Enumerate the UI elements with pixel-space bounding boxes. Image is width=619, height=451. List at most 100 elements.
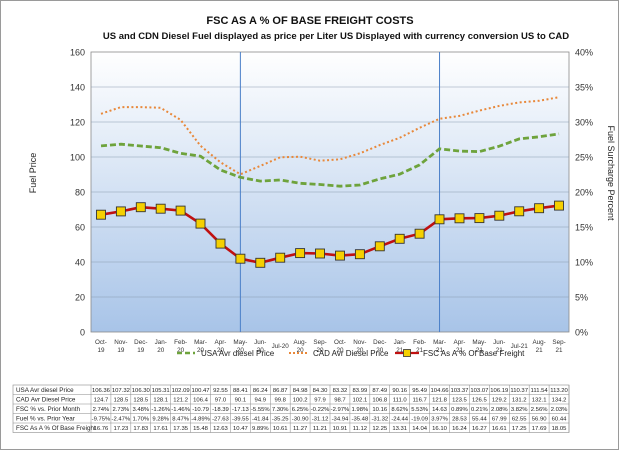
table-cell: -19.09 xyxy=(411,417,428,423)
table-cell: 17.25 xyxy=(512,426,527,432)
table-row-label: CAD Avr Diesel Price xyxy=(16,397,76,404)
table-cell: 83.32 xyxy=(333,388,348,394)
data-point xyxy=(235,253,246,264)
table-cell: 0.89% xyxy=(451,407,468,413)
data-point xyxy=(115,206,126,217)
y-axis-title: Fuel Price xyxy=(28,153,38,194)
x-tick-label: May- xyxy=(233,339,247,346)
y-tick-label: 0 xyxy=(80,328,85,338)
table-cell: -39.55 xyxy=(232,417,249,423)
x-tick-label: 21 xyxy=(396,347,404,354)
x-tick-label: Jul-20 xyxy=(272,343,290,350)
table-cell: 8.47% xyxy=(172,417,189,423)
table-cell: 124.7 xyxy=(94,398,109,404)
vertical-markers xyxy=(239,52,441,332)
table-cell: 97.0 xyxy=(215,398,227,404)
data-point xyxy=(155,203,166,214)
chart-subtitle: US and CDN Diesel Fuel displayed as pric… xyxy=(103,31,569,42)
table-row-label: Fuel % vs. Prior Year xyxy=(16,416,75,423)
data-table: USA Avr diesel Price 106.36 107.32 106.30 10… xyxy=(12,384,570,433)
table-cell: -30.90 xyxy=(292,417,309,423)
x-tick-label: Jan- xyxy=(155,339,167,346)
x-tick-label: 21 xyxy=(416,347,424,354)
data-point xyxy=(295,248,306,259)
table-cell: 14.63 xyxy=(432,407,447,413)
table-cell: 106.4 xyxy=(193,398,208,404)
x-tick-label: 20 xyxy=(297,347,305,354)
data-point xyxy=(534,203,545,214)
table-cell: -4.89% xyxy=(191,417,210,423)
table-cell: -2.97% xyxy=(331,407,350,413)
table-cell: 6.25% xyxy=(292,407,309,413)
table-cell: 18.05 xyxy=(552,426,567,432)
x-tick-label: Jun- xyxy=(254,339,266,346)
table-cell: 128.1 xyxy=(153,398,168,404)
table-cell: -1.46% xyxy=(171,407,190,413)
table-cell: 126.5 xyxy=(472,398,487,404)
table-cell: 107.32 xyxy=(112,388,130,394)
table-cell: 2.73% xyxy=(113,407,130,413)
table-cell: 2.74% xyxy=(93,407,110,413)
table-cell: 17.61 xyxy=(153,426,168,432)
table-cell: 10.16 xyxy=(372,407,387,413)
x-tick-label: Dec- xyxy=(373,339,386,346)
table-cell: 103.07 xyxy=(470,388,488,394)
y-tick-label: 20 xyxy=(75,293,85,303)
table-cell: 121.8 xyxy=(432,398,447,404)
table-cell: 128.5 xyxy=(133,398,148,404)
table-cell: 100.47 xyxy=(192,388,210,394)
table-row-label: FSC As A % Of Base Freight xyxy=(16,425,96,432)
table-cell: 3.97% xyxy=(431,417,448,423)
table-cell: 14.04 xyxy=(412,426,427,432)
x-tick-label: 19 xyxy=(117,347,125,354)
table-cell: -31.32 xyxy=(371,417,388,423)
table-cell: 121.2 xyxy=(173,398,188,404)
table-cell: 104.66 xyxy=(431,388,450,394)
table-cell: 123.5 xyxy=(452,398,467,404)
table-cell: -9.75% xyxy=(92,417,111,423)
data-point xyxy=(96,209,106,220)
y2-tick-label: 30% xyxy=(575,118,593,128)
x-tick-label: Jul-21 xyxy=(511,343,529,350)
data-point xyxy=(215,238,226,249)
table-cell: 16.76 xyxy=(94,426,109,432)
table-cell: 2.08% xyxy=(491,407,508,413)
data-point xyxy=(514,206,525,217)
table-cell: 84.98 xyxy=(293,388,308,394)
x-tick-label: Oct- xyxy=(334,339,346,346)
x-tick-label: Sep- xyxy=(552,339,565,346)
table-cell: 102.1 xyxy=(353,398,368,404)
table-cell: 60.44 xyxy=(552,417,567,423)
table-cell: -5.55% xyxy=(251,407,270,413)
x-tick-label: 20 xyxy=(317,347,325,354)
table-cell: 28.53 xyxy=(452,417,467,423)
table-cell: 134.2 xyxy=(552,398,567,404)
x-tick-label: 21 xyxy=(456,347,464,354)
table-cell: 17.35 xyxy=(173,426,188,432)
data-point xyxy=(494,210,505,221)
data-point xyxy=(175,205,186,216)
table-cell: 17.69 xyxy=(532,426,547,432)
data-point xyxy=(474,213,485,224)
x-tick-label: Dec- xyxy=(134,339,147,346)
y-tick-label: 80 xyxy=(75,188,85,198)
x-tick-label: 20 xyxy=(217,347,225,354)
x-tick-label: Nov- xyxy=(114,339,127,346)
table-cell: -17.13 xyxy=(232,407,249,413)
x-tick-label: 20 xyxy=(197,347,205,354)
y2-tick-label: 40% xyxy=(575,48,593,58)
y2-tick-label: 20% xyxy=(575,188,593,198)
table-cell: 113.20 xyxy=(550,388,568,394)
table-cell: 1.70% xyxy=(132,417,149,423)
table-cell: 15.48 xyxy=(193,426,208,432)
data-point xyxy=(255,257,266,268)
x-tick-label: Apr- xyxy=(215,339,227,346)
series-line-0 xyxy=(100,132,560,188)
x-tick-label: 20 xyxy=(356,347,364,354)
y-tick-label: 60 xyxy=(75,223,85,233)
table-cell: -2.47% xyxy=(112,417,131,423)
table-cell: -34.94 xyxy=(332,417,349,423)
data-point xyxy=(354,249,365,260)
table-cell: 100.2 xyxy=(293,398,308,404)
